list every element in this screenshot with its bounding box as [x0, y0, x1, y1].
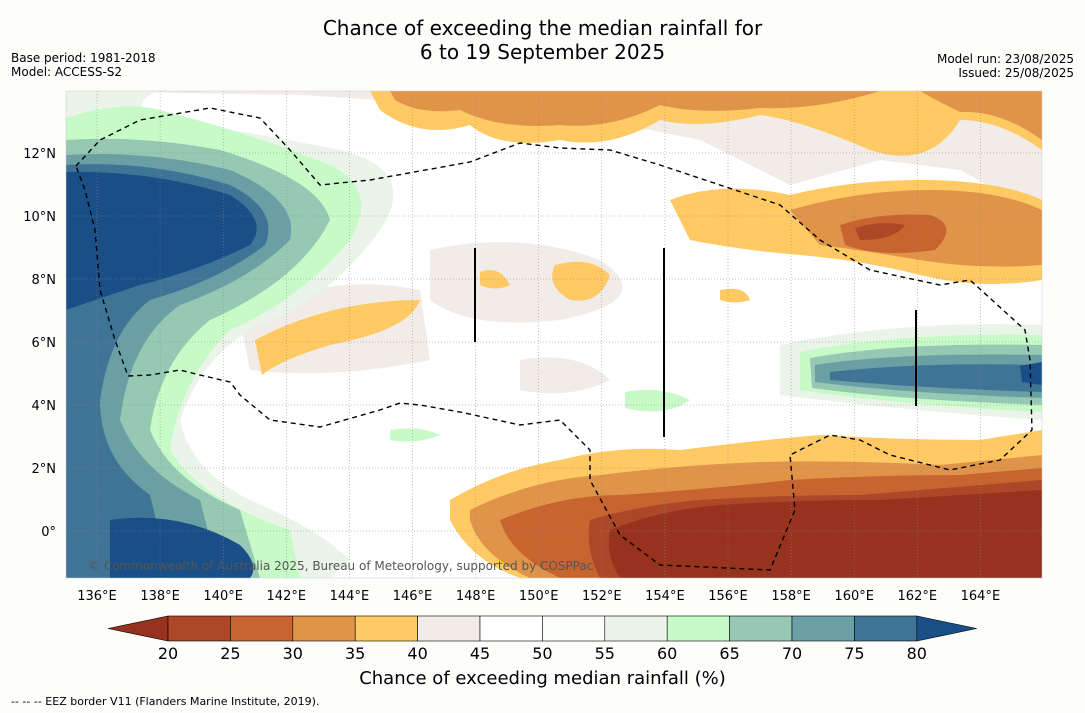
longitude-label: 138°E — [140, 589, 180, 604]
graticule — [66, 91, 1042, 578]
longitude-labels: 136°E 138°E 140°E 142°E 144°E 146°E 148°E 150°E… — [77, 589, 1000, 604]
colorbar — [107, 615, 977, 642]
longitude-label: 160°E — [834, 589, 874, 604]
latitude-label: 10°N — [23, 210, 56, 225]
colorbar-tick-label: 30 — [282, 644, 303, 663]
colorbar-high-extension — [916, 615, 977, 642]
colorbar-tick-label: 50 — [532, 644, 553, 663]
model-text: Model: ACCESS-S2 — [11, 65, 123, 79]
colorbar-tick-label: 45 — [469, 644, 491, 663]
colorbar-tick-label: 80 — [906, 644, 927, 663]
longitude-label: 136°E — [77, 589, 117, 604]
longitude-label: 152°E — [582, 589, 622, 604]
latitude-labels: 12°N 10°N 8°N 6°N 4°N 2°N 0° — [23, 147, 56, 540]
colorbar-tick-label: 40 — [407, 644, 428, 663]
issued-text: Issued: 25/08/2025 — [958, 66, 1074, 80]
longitude-label: 154°E — [645, 589, 685, 604]
longitude-label: 146°E — [393, 589, 433, 604]
colorbar-tick-label: 20 — [157, 644, 179, 663]
longitude-label: 144°E — [330, 589, 370, 604]
copyright-text: © Commonwealth of Australia 2025, Bureau… — [88, 559, 593, 573]
longitude-label: 140°E — [203, 589, 243, 604]
colorbar-tick-label: 35 — [345, 644, 366, 663]
colorbar-segment — [354, 615, 418, 642]
eez-border — [75, 107, 1033, 571]
longitude-label: 150°E — [519, 589, 559, 604]
model-run-text: Model run: 23/08/2025 — [936, 52, 1074, 66]
colorbar-segment — [417, 615, 481, 642]
colorbar-segment — [292, 615, 356, 642]
colorbar-tick-label: 70 — [781, 644, 803, 663]
colorbar-tick-label: 60 — [657, 644, 678, 663]
colorbar-tick-label: 25 — [220, 644, 241, 663]
longitude-label: 142°E — [267, 589, 307, 604]
longitude-label: 158°E — [771, 589, 811, 604]
colorbar-segment — [604, 615, 668, 642]
base-period-text: Base period: 1981-2018 — [11, 51, 156, 65]
metadata-left: Base period: 1981-2018 Model: ACCESS-S2 — [11, 51, 156, 79]
map-frame — [65, 90, 1043, 579]
colorbar-segment — [729, 615, 793, 642]
longitude-label: 162°E — [898, 589, 938, 604]
map-title-line-2: 6 to 19 September 2025 — [419, 40, 666, 64]
longitude-label: 164°E — [961, 589, 1001, 604]
colorbar-tick-label: 75 — [844, 644, 865, 663]
eez-legend-note: -- -- -- EEZ border V11 (Flanders Marine… — [11, 695, 320, 708]
latitude-label: 12°N — [23, 147, 56, 162]
colorbar-tick-label: 65 — [719, 644, 740, 663]
colorbar-segment — [479, 615, 543, 642]
latitude-label: 8°N — [32, 273, 57, 288]
colorbar-tick-label: 55 — [594, 644, 615, 663]
latitude-label: 6°N — [32, 336, 57, 351]
latitude-label: 4°N — [32, 399, 57, 414]
probability-field — [66, 91, 1042, 578]
colorbar-title: Chance of exceeding median rainfall (%) — [359, 668, 726, 689]
latitude-label: 2°N — [32, 462, 57, 477]
longitude-label: 156°E — [708, 589, 748, 604]
colorbar-segment — [230, 615, 294, 642]
metadata-right: Model run: 23/08/2025 Issued: 25/08/2025 — [937, 52, 1074, 80]
colorbar-segment — [791, 615, 855, 642]
colorbar-segment — [854, 615, 918, 642]
colorbar-segment — [666, 615, 730, 642]
map-title-line-1: Chance of exceeding the median rainfall … — [322, 16, 763, 40]
colorbar-segment — [542, 615, 606, 642]
longitude-label: 148°E — [456, 589, 496, 604]
latitude-label: 0° — [41, 525, 56, 540]
colorbar-segment — [167, 615, 231, 642]
colorbar-low-extension — [107, 615, 169, 642]
